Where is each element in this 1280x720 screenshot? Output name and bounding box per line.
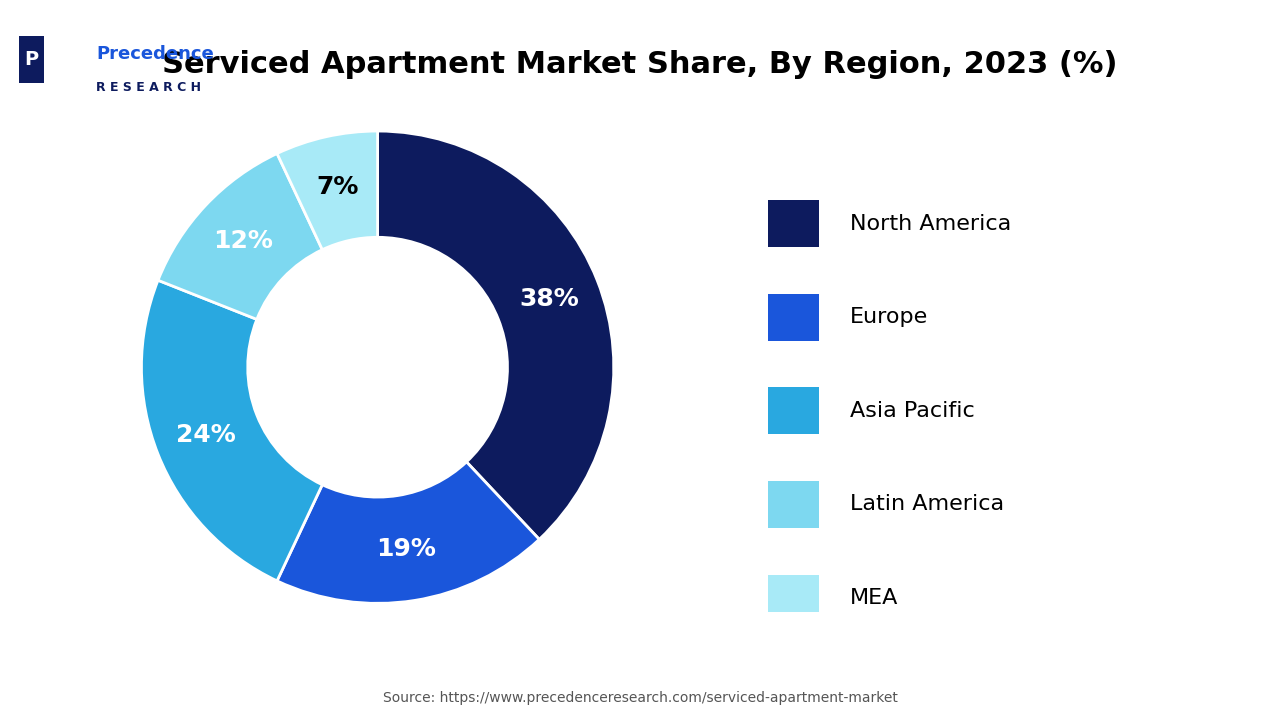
Text: North America: North America [850, 214, 1011, 233]
FancyBboxPatch shape [768, 575, 819, 621]
Text: Serviced Apartment Market Share, By Region, 2023 (%): Serviced Apartment Market Share, By Regi… [163, 50, 1117, 79]
Text: P: P [24, 50, 38, 69]
Text: Precedence: Precedence [96, 45, 214, 63]
Text: 38%: 38% [518, 287, 579, 311]
Text: 7%: 7% [316, 176, 358, 199]
Wedge shape [142, 280, 323, 581]
Text: Source: https://www.precedenceresearch.com/serviced-apartment-market: Source: https://www.precedenceresearch.c… [383, 691, 897, 706]
Text: Europe: Europe [850, 307, 928, 327]
Wedge shape [157, 153, 323, 320]
FancyBboxPatch shape [768, 481, 819, 528]
Text: 19%: 19% [376, 537, 436, 561]
Text: MEA: MEA [850, 588, 899, 608]
Text: 24%: 24% [177, 423, 237, 447]
FancyBboxPatch shape [768, 294, 819, 341]
Wedge shape [276, 462, 539, 603]
Text: Latin America: Latin America [850, 495, 1004, 514]
Text: 12%: 12% [214, 229, 273, 253]
Wedge shape [276, 131, 378, 250]
Text: Asia Pacific: Asia Pacific [850, 401, 974, 420]
FancyBboxPatch shape [768, 387, 819, 434]
Wedge shape [378, 131, 613, 539]
Text: R E S E A R C H: R E S E A R C H [96, 81, 201, 94]
FancyBboxPatch shape [768, 200, 819, 247]
FancyBboxPatch shape [19, 36, 44, 83]
